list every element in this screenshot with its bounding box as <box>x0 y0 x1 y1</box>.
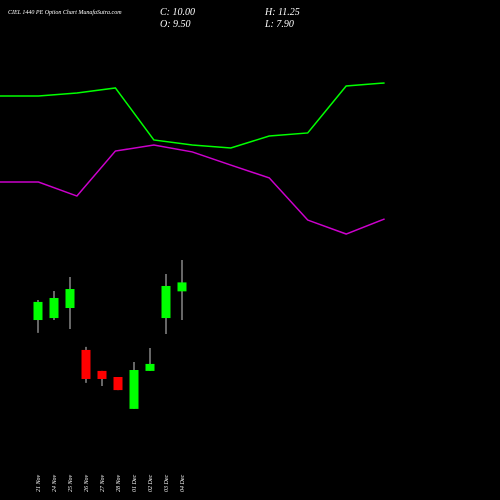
x-tick-label: 28 Nov <box>116 474 122 492</box>
candle-body <box>33 301 43 321</box>
candle-body <box>113 377 123 391</box>
candle-body <box>65 289 75 309</box>
x-tick-label: 26 Nov <box>84 474 90 492</box>
candle-body <box>81 349 91 379</box>
high-label: H: 11.25 <box>264 7 300 18</box>
chart-title: CIEL 1440 PE Option Chart MunafaSutra.co… <box>8 9 122 16</box>
candle-body <box>177 282 187 292</box>
x-tick-label: 25 Nov <box>68 474 74 492</box>
x-tick-label: 02 Dec <box>148 475 154 492</box>
candle-body <box>97 370 107 379</box>
low-label: L: 7.90 <box>264 19 294 30</box>
x-tick-label: 27 Nov <box>100 474 106 492</box>
x-tick-label: 24 Nov <box>51 474 58 492</box>
close-label: C: 10.00 <box>160 7 195 18</box>
candle-body <box>161 285 171 319</box>
line-series <box>0 144 385 235</box>
candle-body <box>129 370 139 409</box>
open-label: O: 9.50 <box>160 19 191 30</box>
candle-body <box>145 363 155 371</box>
line-series <box>0 82 385 149</box>
x-tick-label: 01 Dec <box>132 475 138 492</box>
x-tick-label: 21 Nov <box>36 474 42 492</box>
x-tick-label: 04 Dec <box>179 475 186 492</box>
x-tick-label: 03 Dec <box>164 475 170 492</box>
candle-body <box>49 297 59 319</box>
